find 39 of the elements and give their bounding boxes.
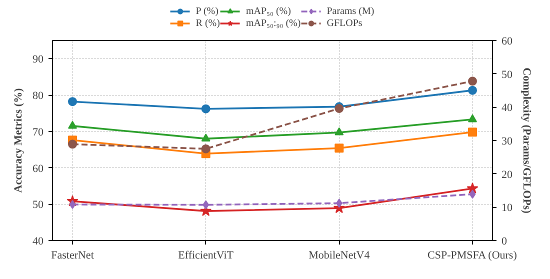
y-tick-label: 50 bbox=[32, 199, 44, 212]
legend-label: mAP₅₀ (%) bbox=[246, 5, 291, 17]
y-tick-label: 40 bbox=[32, 236, 44, 248]
legend-label: P (%) bbox=[196, 5, 218, 17]
legend-label: GFLOPs bbox=[326, 17, 362, 29]
point bbox=[468, 128, 477, 137]
point bbox=[468, 76, 477, 86]
point bbox=[469, 190, 476, 199]
x-tick-label: FasterNet bbox=[51, 250, 94, 262]
point bbox=[68, 120, 77, 129]
y2-tick-label: 20 bbox=[502, 168, 513, 181]
point bbox=[334, 144, 344, 153]
x-tick-label: MobileNetV4 bbox=[308, 250, 370, 262]
point bbox=[68, 140, 77, 149]
point bbox=[468, 114, 477, 122]
y2-axis-title: Complexity (Params/GFLOPs) bbox=[520, 68, 532, 214]
point bbox=[468, 86, 477, 95]
y-tick-label: 70 bbox=[32, 126, 44, 138]
x-tick-label: CSP-PMSFA (Ours) bbox=[428, 250, 518, 262]
y2-tick-label: 0 bbox=[502, 236, 508, 248]
point bbox=[68, 97, 77, 106]
y-tick-label: 90 bbox=[32, 54, 44, 66]
legend-label: mAP₅₀:₉₀ (%) bbox=[246, 17, 301, 29]
point bbox=[201, 144, 210, 154]
point bbox=[201, 104, 210, 114]
legend-label: R (%) bbox=[196, 17, 220, 29]
y-axis-title: Accuracy Metrics (%) bbox=[12, 88, 24, 193]
point bbox=[334, 127, 344, 136]
y2-tick-label: 60 bbox=[502, 36, 513, 48]
y2-tick-label: 30 bbox=[502, 136, 513, 148]
point bbox=[69, 200, 76, 209]
x-tick-label: EfficientViT bbox=[178, 250, 234, 262]
y2-tick-label: 10 bbox=[502, 202, 513, 214]
y-tick-label: 80 bbox=[32, 90, 44, 102]
y-tick-label: 60 bbox=[32, 162, 44, 175]
legend-label: Params (M) bbox=[326, 5, 374, 17]
point bbox=[201, 134, 210, 142]
y2-tick-label: 40 bbox=[502, 102, 513, 114]
y2-tick-label: 50 bbox=[502, 68, 513, 81]
